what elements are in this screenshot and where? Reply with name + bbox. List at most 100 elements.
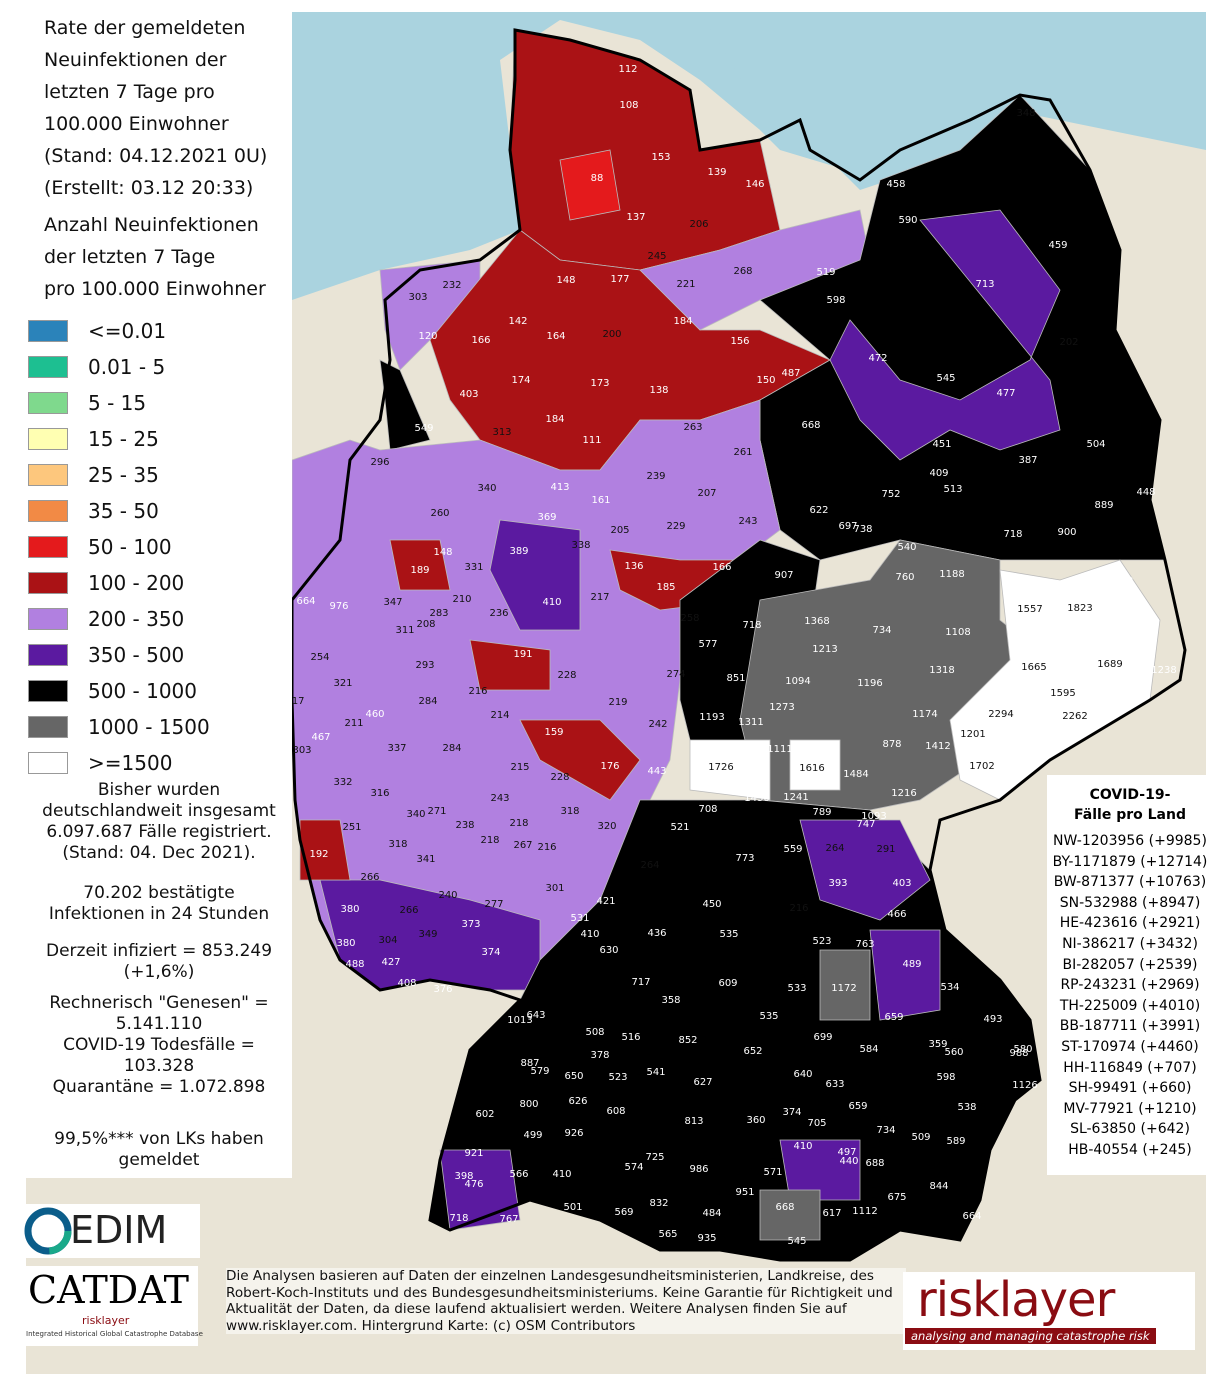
- district-incidence-label: 509: [911, 1132, 930, 1143]
- district-incidence-label: 487: [781, 368, 800, 379]
- district-incidence-label: 2294: [988, 709, 1013, 720]
- district-incidence-label: 688: [865, 1158, 884, 1169]
- district-incidence-label: 832: [649, 1198, 668, 1209]
- map-title-line: (Stand: 04.12.2021 0U): [44, 145, 268, 167]
- district-incidence-label: 763: [855, 939, 874, 950]
- district-incidence-label: 332: [333, 777, 352, 788]
- district-incidence-label: 1193: [699, 712, 724, 723]
- district-incidence-label: 652: [743, 1046, 762, 1057]
- district-incidence-label: 108: [619, 100, 638, 111]
- district-incidence-label: 1241: [783, 792, 808, 803]
- district-incidence-label: 380: [340, 904, 359, 915]
- district-incidence-label: 887: [520, 1058, 539, 1069]
- district-incidence-label: 664: [296, 596, 315, 607]
- district-incidence-label: 499: [523, 1130, 542, 1141]
- state-cases-row: MV-77921 (+1210): [1063, 1100, 1197, 1117]
- state-regions: [291, 29, 1166, 1261]
- district-incidence-label: 374: [481, 947, 500, 958]
- district-incidence-label: 794: [742, 765, 761, 776]
- district-incidence-label: 161: [591, 495, 610, 506]
- district-incidence-label: 1094: [785, 676, 810, 687]
- district-incidence-label: 540: [897, 542, 916, 553]
- district-incidence-label: 521: [670, 822, 689, 833]
- district-region: [829, 209, 1061, 461]
- legend-title-line: pro 100.000 Einwohner: [44, 278, 266, 300]
- legend-swatch: [28, 644, 68, 666]
- legend-swatch: [28, 464, 68, 486]
- district-incidence-label: 560: [944, 1047, 963, 1058]
- state-cases-row: HE-423616 (+2921): [1059, 915, 1201, 932]
- district-incidence-label: 1126: [1012, 1080, 1037, 1091]
- district-incidence-label: 136: [624, 561, 643, 572]
- legend-swatch: [28, 572, 68, 594]
- district-incidence-label: 640: [793, 1069, 812, 1080]
- district-incidence-label: 738: [853, 524, 872, 535]
- district-incidence-label: 338: [571, 540, 590, 551]
- district-incidence-label: 217: [590, 592, 609, 603]
- district-incidence-label: 240: [438, 890, 457, 901]
- state-cases-row: SH-99491 (+660): [1068, 1080, 1192, 1097]
- district-incidence-label: 451: [932, 439, 951, 450]
- district-incidence-label: 150: [756, 375, 775, 386]
- district-incidence-label: 921: [464, 1148, 483, 1159]
- district-incidence-label: 789: [812, 807, 831, 818]
- legend-label: 1000 - 1500: [88, 715, 210, 739]
- district-incidence-label: 296: [370, 457, 389, 468]
- currently-infected-text: Derzeit infiziert = 853.249 (+1,6%): [45, 941, 273, 982]
- district-region: [489, 519, 581, 631]
- district-incidence-label: 340: [406, 809, 425, 820]
- district-incidence-label: 1216: [891, 788, 916, 799]
- district-incidence-label: 111: [582, 435, 601, 446]
- district-incidence-label: 148: [556, 275, 575, 286]
- district-incidence-label: 476: [464, 1179, 483, 1190]
- district-incidence-label: 238: [455, 820, 474, 831]
- district-incidence-label: 844: [929, 1181, 948, 1192]
- district-incidence-label: 549: [414, 423, 433, 434]
- risklayer-logo-text: risklayer: [917, 1272, 1115, 1328]
- legend-item: 500 - 1000: [28, 678, 197, 704]
- state-cases-row: NW-1203956 (+9985): [1053, 833, 1207, 849]
- district-incidence-label: 659: [848, 1101, 867, 1112]
- district-region: [639, 209, 871, 331]
- district-incidence-label: 173: [590, 378, 609, 389]
- district-incidence-label: 1213: [812, 644, 837, 655]
- district-incidence-label: 176: [600, 761, 619, 772]
- district-incidence-label: 318: [560, 806, 579, 817]
- district-incidence-label: 245: [647, 251, 666, 262]
- district-incidence-label: 218: [480, 835, 499, 846]
- district-incidence-label: 1108: [945, 627, 970, 638]
- district-incidence-label: 266: [360, 872, 379, 883]
- district-incidence-label: 1665: [1021, 662, 1046, 673]
- district-region: [779, 1139, 861, 1201]
- district-incidence-label: 376: [433, 984, 452, 995]
- district-incidence-label: 373: [461, 919, 480, 930]
- district-incidence-label: 347: [383, 597, 402, 608]
- district-incidence-label: 264: [825, 843, 844, 854]
- district-incidence-label: 215: [510, 762, 529, 773]
- district-incidence-label: 516: [621, 1032, 640, 1043]
- district-incidence-label: 1013: [507, 1015, 532, 1026]
- district-incidence-label: 504: [1086, 439, 1105, 450]
- legend-label: 25 - 35: [88, 463, 159, 487]
- district-incidence-label: 258: [680, 613, 699, 624]
- district-incidence-label: 523: [608, 1072, 627, 1083]
- district-incidence-label: 321: [333, 678, 352, 689]
- district-incidence-label: 228: [550, 772, 569, 783]
- district-incidence-label: 389: [509, 546, 528, 557]
- district-incidence-label: 900: [1057, 527, 1076, 538]
- district-incidence-label: 643: [526, 1010, 545, 1021]
- district-incidence-label: 211: [344, 718, 363, 729]
- district-incidence-label: 443: [647, 766, 666, 777]
- district-incidence-label: 266: [399, 905, 418, 916]
- district-incidence-label: 331: [464, 562, 483, 573]
- legend-item: <=0.01: [28, 318, 166, 344]
- district-incidence-label: 650: [564, 1071, 583, 1082]
- district-incidence-label: 675: [887, 1192, 906, 1203]
- legend-label: <=0.01: [88, 319, 167, 343]
- district-incidence-label: 541: [646, 1067, 665, 1078]
- district-region: [469, 639, 551, 691]
- legend-label: 5 - 15: [88, 391, 147, 415]
- reporting-share-text: 99,5%*** von LKs haben gemeldet: [54, 1129, 264, 1170]
- district-incidence-label: 264: [640, 860, 659, 871]
